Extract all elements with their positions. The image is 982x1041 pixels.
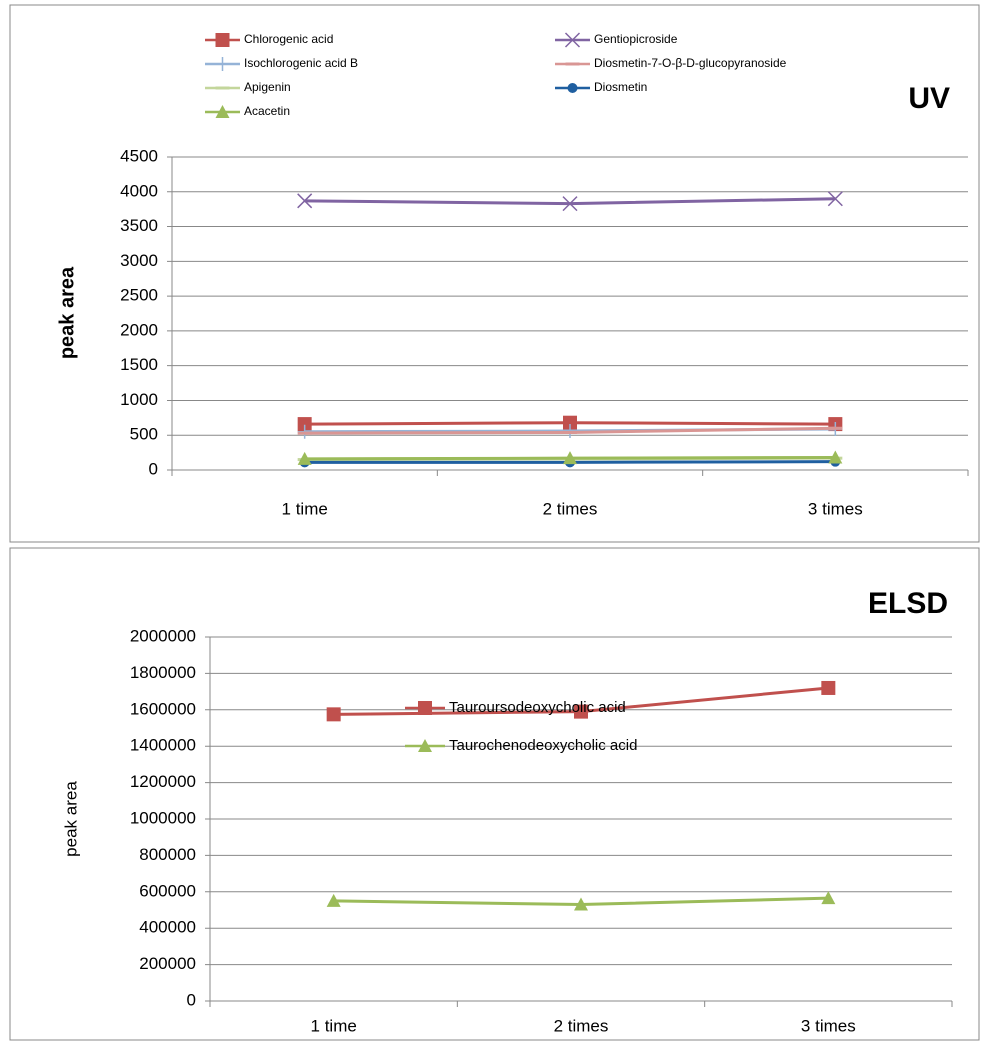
y-tick-label: 200000	[139, 954, 196, 973]
y-axis-label: peak area	[56, 266, 78, 359]
y-tick-label: 2000000	[130, 626, 196, 645]
legend-label: Acacetin	[244, 104, 290, 118]
legend-marker	[215, 105, 230, 118]
legend-marker	[418, 701, 432, 715]
legend-marker	[215, 57, 230, 71]
chart-title: ELSD	[868, 587, 948, 620]
x-tick-label: 2 times	[543, 499, 598, 518]
marker	[574, 704, 588, 719]
panel-border	[9, 4, 980, 543]
y-tick-label: 4000	[120, 181, 158, 200]
legend-marker	[215, 33, 230, 47]
y-tick-label: 1000000	[130, 808, 196, 827]
marker	[297, 451, 312, 465]
x-tick-label: 1 time	[282, 499, 328, 518]
y-tick-label: 0	[187, 990, 196, 1009]
legend-label: Isochlorogenic acid B	[244, 56, 358, 70]
y-tick-label: 2500	[120, 286, 158, 305]
y-tick-label: 500	[130, 425, 158, 444]
marker	[563, 415, 577, 430]
marker	[574, 897, 588, 911]
legend-label: Apigenin	[244, 80, 291, 94]
y-tick-label: 3500	[120, 216, 158, 235]
x-tick-label: 1 time	[311, 1016, 357, 1035]
y-tick-label: 1500	[120, 355, 158, 374]
legend-marker	[567, 83, 578, 93]
legend-label: Gentiopicroside	[594, 32, 678, 46]
y-tick-label: 1400000	[130, 736, 196, 755]
x-tick-label: 3 times	[801, 1016, 856, 1035]
x-tick-label: 3 times	[808, 499, 863, 518]
marker	[562, 196, 578, 212]
legend-label: Diosmetin-7-O-β-D-glucopyranoside	[594, 56, 787, 70]
y-tick-label: 600000	[139, 881, 196, 900]
y-tick-label: 2000	[120, 320, 158, 339]
y-tick-label: 4500	[120, 146, 158, 165]
y-tick-label: 1200000	[130, 772, 196, 791]
y-tick-label: 800000	[139, 845, 196, 864]
y-tick-label: 1800000	[130, 663, 196, 682]
chart-title: UV	[908, 82, 950, 115]
y-tick-label: 0	[149, 459, 158, 478]
y-tick-label: 1000	[120, 390, 158, 409]
marker	[297, 193, 313, 209]
legend-label: Tauroursodeoxycholic acid	[449, 699, 626, 716]
legend-marker	[564, 32, 581, 48]
y-axis-label: peak area	[61, 781, 80, 857]
marker	[326, 893, 341, 907]
marker	[821, 891, 836, 905]
marker	[563, 451, 577, 465]
panel-border	[9, 547, 980, 1041]
marker	[821, 680, 836, 695]
legend-label: Chlorogenic acid	[244, 32, 333, 46]
legend-marker	[418, 739, 432, 752]
marker	[827, 191, 843, 207]
marker	[828, 450, 843, 464]
marker	[326, 707, 341, 722]
legend-label: Diosmetin	[594, 80, 647, 94]
y-tick-label: 1600000	[130, 699, 196, 718]
x-tick-label: 2 times	[554, 1016, 609, 1035]
marker	[297, 417, 312, 432]
y-tick-label: 400000	[139, 918, 196, 937]
y-tick-label: 3000	[120, 251, 158, 270]
legend-label: Taurochenodeoxycholic acid	[449, 737, 637, 754]
